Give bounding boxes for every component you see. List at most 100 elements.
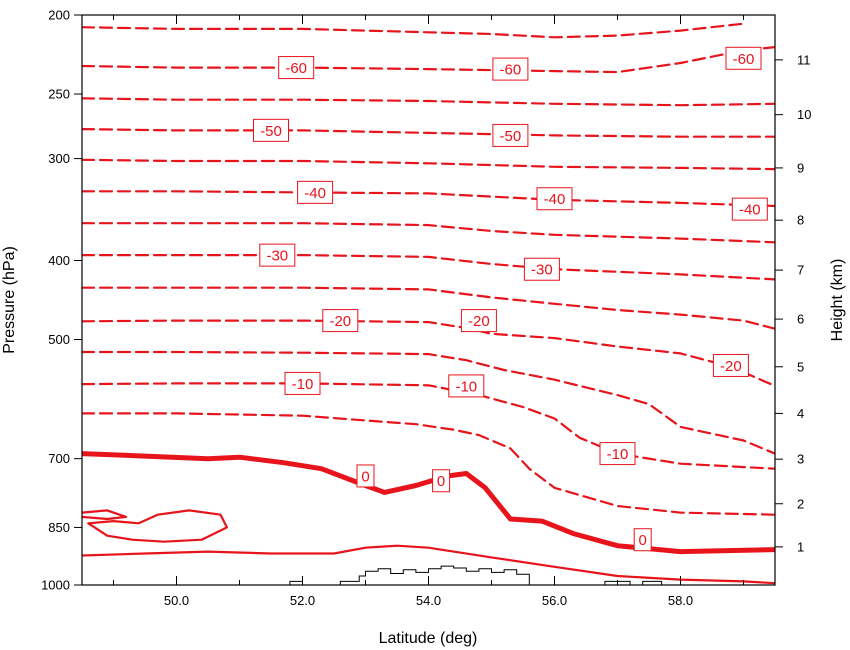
y-tick-label: 200 (48, 8, 70, 23)
y2-axis-title: Height (km) (829, 259, 846, 342)
x-axis-ticks: 50.0 52.0 54.0 56.0 58.0 (113, 15, 744, 608)
contour-label-text: -30 (531, 262, 553, 279)
contour-label: 0 (432, 469, 451, 493)
contour-label: -50 (492, 123, 529, 147)
y2-axis-ticks: 1 2 3 4 5 6 7 8 9 10 11 (775, 52, 811, 554)
contour-label-box (731, 197, 768, 221)
contour-label-box (448, 374, 485, 398)
y2-tick-label: 6 (797, 312, 804, 327)
contour-label: 0 (633, 528, 652, 552)
contour-line-level-5 (87, 509, 228, 543)
contour-label-text: -50 (500, 128, 522, 145)
x-tick-label: 58.0 (668, 593, 693, 608)
contour-label-text: -30 (266, 248, 288, 265)
y-tick-label: 300 (48, 151, 70, 166)
contour-label-box (536, 187, 573, 211)
contour-label-box (284, 371, 321, 395)
y-tick-label: 1000 (41, 578, 70, 593)
contour-label-text: -40 (544, 191, 566, 208)
y2-tick-label: 4 (797, 406, 804, 421)
contour-label-text: 0 (361, 468, 369, 485)
contour-line-level-minus-35 (82, 222, 775, 244)
y2-tick-label: 2 (797, 496, 804, 511)
x-tick-label: 52.0 (290, 593, 315, 608)
y2-tick-label: 3 (797, 452, 804, 467)
y-axis-ticks: 1000 850 700 500 400 300 250 200 (41, 8, 82, 593)
contour-label: -60 (492, 57, 529, 81)
contour-label-box (460, 309, 497, 333)
contour-label-box (259, 243, 296, 267)
contour-line-level-minus-15 (82, 350, 775, 455)
y-tick-label: 700 (48, 451, 70, 466)
contour-label-text: -10 (455, 378, 477, 395)
y2-tick-label: 8 (797, 213, 804, 228)
contour-line-level-0 (82, 451, 775, 555)
contour-label-box (492, 57, 529, 81)
contour-label: -30 (523, 257, 560, 281)
contour-label: -10 (448, 374, 485, 398)
contour-label-text: -10 (607, 446, 629, 463)
y-axis-title: Pressure (hPa) (1, 246, 18, 354)
contour-label-box (322, 309, 359, 333)
contour-label-box (253, 118, 289, 142)
contour-label-text: -60 (733, 51, 755, 68)
contour-label: -50 (253, 118, 289, 142)
contour-label-box (633, 528, 652, 552)
contour-label-box (712, 353, 749, 377)
y-tick-label: 400 (48, 253, 70, 268)
contour-line-level-minus-45 (82, 158, 775, 171)
contour-line-level-minus-10 (82, 382, 775, 470)
contour-label-text: -60 (500, 62, 522, 79)
contour-line-level-5 (82, 509, 128, 521)
y-tick-label: 250 (48, 87, 70, 102)
contour-label-text: -20 (468, 313, 490, 330)
contour-line-level-minus-55 (82, 97, 775, 107)
y2-tick-label: 10 (797, 107, 811, 122)
contour-label-text: -50 (260, 123, 282, 140)
contour-label: 0 (356, 464, 375, 488)
contour-label: -60 (278, 56, 315, 80)
contour-label: -10 (599, 442, 636, 466)
contour-label: -20 (322, 309, 359, 333)
x-axis-title: Latitude (deg) (379, 630, 478, 647)
contour-label-box (725, 46, 762, 70)
y2-tick-label: 11 (797, 52, 811, 67)
contour-label-text: -20 (329, 313, 351, 330)
contour-line-level-5 (82, 544, 775, 585)
contour-label: -30 (259, 243, 296, 267)
y2-tick-label: 7 (797, 263, 804, 278)
contour-label-box (523, 257, 560, 281)
y2-tick-label: 5 (797, 359, 804, 374)
contour-label-box (278, 56, 315, 80)
x-tick-label: 54.0 (416, 593, 441, 608)
contour-line-level-minus-40 (82, 190, 775, 208)
y-tick-label: 850 (48, 520, 70, 535)
contour-label-text: -10 (292, 376, 314, 393)
x-tick-label: 50.0 (164, 593, 189, 608)
contour-label: -20 (460, 309, 497, 333)
y2-tick-label: 9 (797, 160, 804, 175)
contour-label: -60 (725, 46, 762, 70)
contour-line-level-minus-50 (82, 128, 775, 138)
contour-labels: -60 -60 -60 -50 -50 -40 -40 -40 -30 -30 -20 -20 -20 -… (253, 46, 768, 552)
y-tick-label: 500 (48, 332, 70, 347)
contour-line-level-minus-25 (82, 286, 775, 330)
contour-label-text: 0 (437, 473, 445, 490)
contour-line-level-minus-65 (82, 22, 745, 39)
contour-label: -40 (536, 187, 573, 211)
contour-line-level-minus-5 (82, 412, 775, 516)
contour-label-box (432, 469, 451, 493)
contour-label-text: 0 (639, 532, 647, 549)
contour-label: -20 (712, 353, 749, 377)
contour-label: -40 (297, 180, 334, 204)
contour-label-text: -20 (720, 358, 742, 375)
contour-label-box (356, 464, 375, 488)
contour-line-level-minus-20 (82, 319, 775, 387)
contour-label-text: -40 (739, 202, 761, 219)
x-tick-label: 56.0 (542, 593, 567, 608)
contour-label-box (297, 180, 334, 204)
contour-label-box (492, 123, 529, 147)
contour-label-text: -40 (304, 185, 326, 202)
